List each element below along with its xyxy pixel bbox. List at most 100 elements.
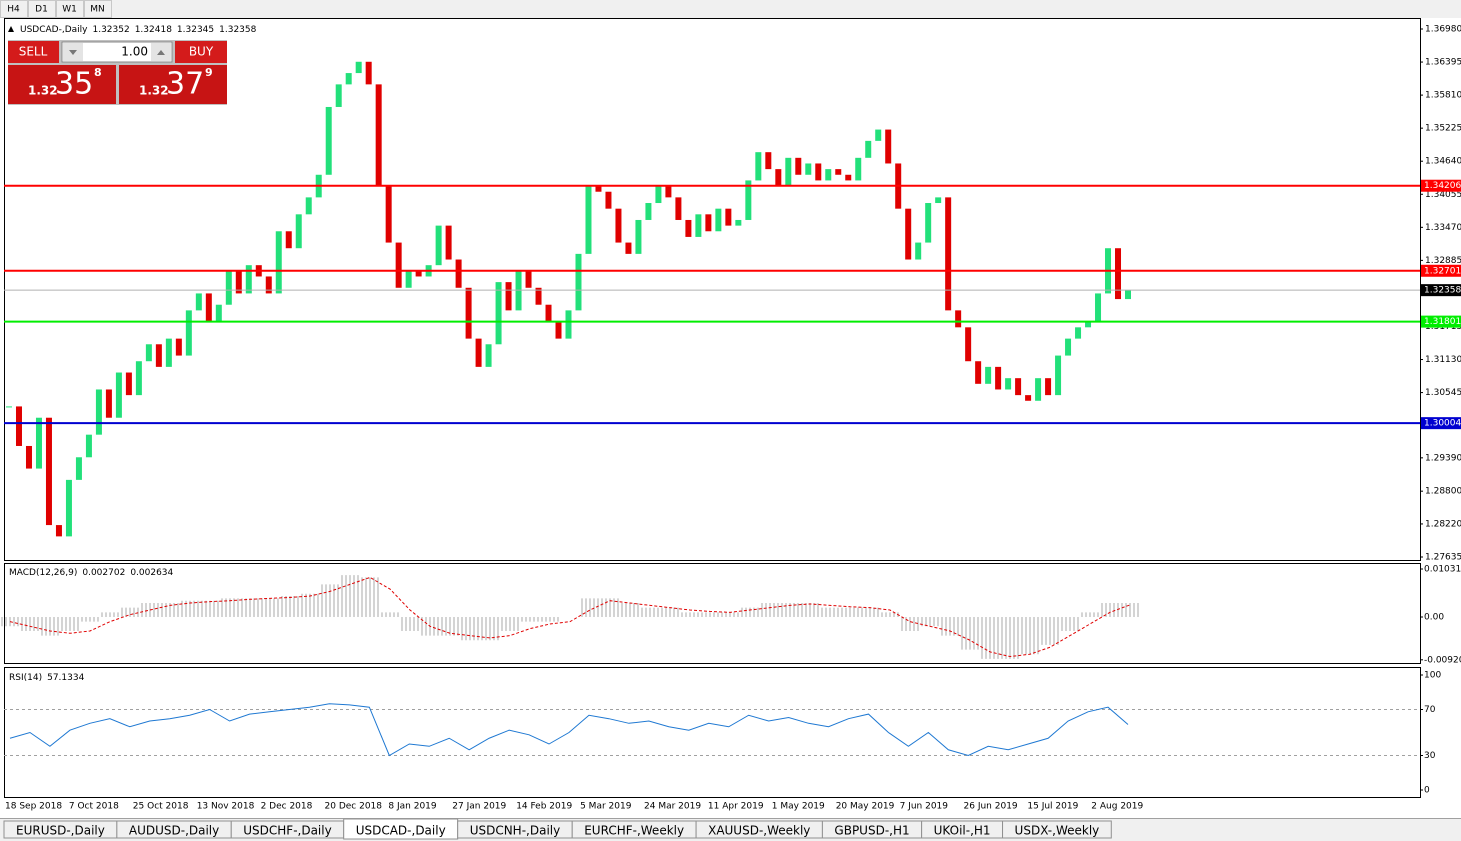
candle-body [905,208,912,260]
signal-line [9,576,1131,658]
candle-body [705,214,712,232]
tab-label[interactable]: USDCAD-,Daily [356,824,446,838]
candle-body [95,389,102,435]
histogram-bar [1001,616,1019,659]
candle-body [595,186,602,192]
timeframe-label: H4 [7,5,20,15]
timeframe-button[interactable] [0,0,28,18]
x-tick-label: 11 Apr 2019 [708,802,764,812]
tab-label[interactable]: GBPUSD-,H1 [834,824,909,838]
candle-body [615,208,622,243]
tab[interactable] [1002,820,1112,839]
sell-label: SELL [19,45,48,59]
y-tick-label: 1.36395 [1425,58,1461,68]
lots-field[interactable] [61,41,173,63]
candle-body [115,372,122,418]
tab-label[interactable]: USDX-,Weekly [1015,824,1100,838]
timeframe-button[interactable] [56,0,84,18]
y-tick-label: 1.32885 [1425,256,1461,266]
timeframe-button[interactable] [28,0,56,18]
histogram-bar [101,612,119,617]
panel-header: USDCAD-,Daily 1.32352 1.32418 1.32345 1.3235… [20,25,257,35]
histogram-bar [481,616,499,641]
bid-box[interactable] [8,65,116,104]
candle-body [625,242,632,254]
y-tick-label: 1.35810 [1425,91,1461,101]
histogram-bar [41,616,59,636]
candle-body [15,406,22,446]
rsi-panel [4,667,1421,798]
toolbar-bg [0,0,1461,18]
candle-body [1025,395,1032,401]
candle-body [415,270,422,277]
tab-label[interactable]: AUDUSD-,Daily [129,824,219,838]
histogram-bar [721,612,739,617]
ask-pips: 37 [166,67,204,102]
buy-button[interactable] [175,41,227,63]
tab-label[interactable]: USDCHF-,Daily [243,824,331,838]
candle-body [695,214,702,237]
candle-body [945,197,952,311]
last-price-label: 1.32358 [1424,286,1461,296]
ask-box[interactable] [119,65,227,104]
histogram-bar [941,616,959,636]
tab-label[interactable]: UKOil-,H1 [934,824,991,838]
bid-pips: 35 [55,67,93,102]
candle-body [565,310,572,339]
panel-title: RSI(14) [9,673,42,683]
histogram-bar [541,616,559,622]
tab-label[interactable]: EURCHF-,Weekly [584,824,684,838]
candle-body [65,479,72,537]
y-tick-label: 100 [1424,671,1441,681]
level-tag [1421,264,1461,277]
candle-body [635,219,642,254]
histogram-bar [81,616,99,622]
histogram-bar [361,577,379,617]
candle-body [545,304,552,322]
candle-body [345,73,352,85]
y-tick-label: 0 [1424,786,1430,796]
candle-body [285,231,292,249]
histogram-bar [521,616,539,622]
y-tick-label: 70 [1424,705,1436,715]
histogram-bar [661,607,679,617]
tab-label[interactable]: EURUSD-,Daily [16,824,105,838]
tab-label[interactable]: USDCNH-,Daily [470,824,561,838]
x-tick-label: 24 Mar 2019 [644,802,701,812]
histogram-bar [821,607,839,617]
timeframe-button[interactable] [84,0,112,18]
candle-body [1125,290,1131,300]
histogram-bar [1021,616,1039,655]
histogram-bar [621,603,639,617]
y-tick-label: 1.33470 [1425,223,1461,233]
candle-body [815,163,822,181]
histogram-bar [441,616,459,636]
x-tick-label: 25 Oct 2018 [133,802,189,812]
candle-body [555,321,562,339]
x-tick-label: 18 Sep 2018 [5,802,62,812]
candle-body [435,225,442,266]
histogram-bar [201,600,219,617]
candle-body [675,197,682,220]
candle-body [385,186,392,243]
header-value: 0.002634 [130,568,173,578]
header-value: 1.32358 [219,25,256,35]
x-tick-label: 27 Jan 2019 [452,802,506,812]
y-tick-label: 0.010311 [1424,564,1461,574]
x-tick-label: 2 Aug 2019 [1091,802,1143,812]
candle-body [775,169,782,187]
candle-body [575,253,582,311]
tab-label[interactable]: XAUUSD-,Weekly [708,824,810,838]
candle-body [795,157,802,175]
y-tick-label: 1.28800 [1425,487,1461,497]
sell-button[interactable] [8,41,59,63]
candle-body [835,169,842,175]
candle-body [965,327,972,362]
level-label: 1.34206 [1424,181,1461,191]
candle-body [55,525,62,537]
histogram-bar [841,607,859,617]
bid-point: 8 [94,66,102,79]
candle-body [1115,248,1122,300]
candle-body [235,270,242,294]
rsi-line [9,703,1129,757]
